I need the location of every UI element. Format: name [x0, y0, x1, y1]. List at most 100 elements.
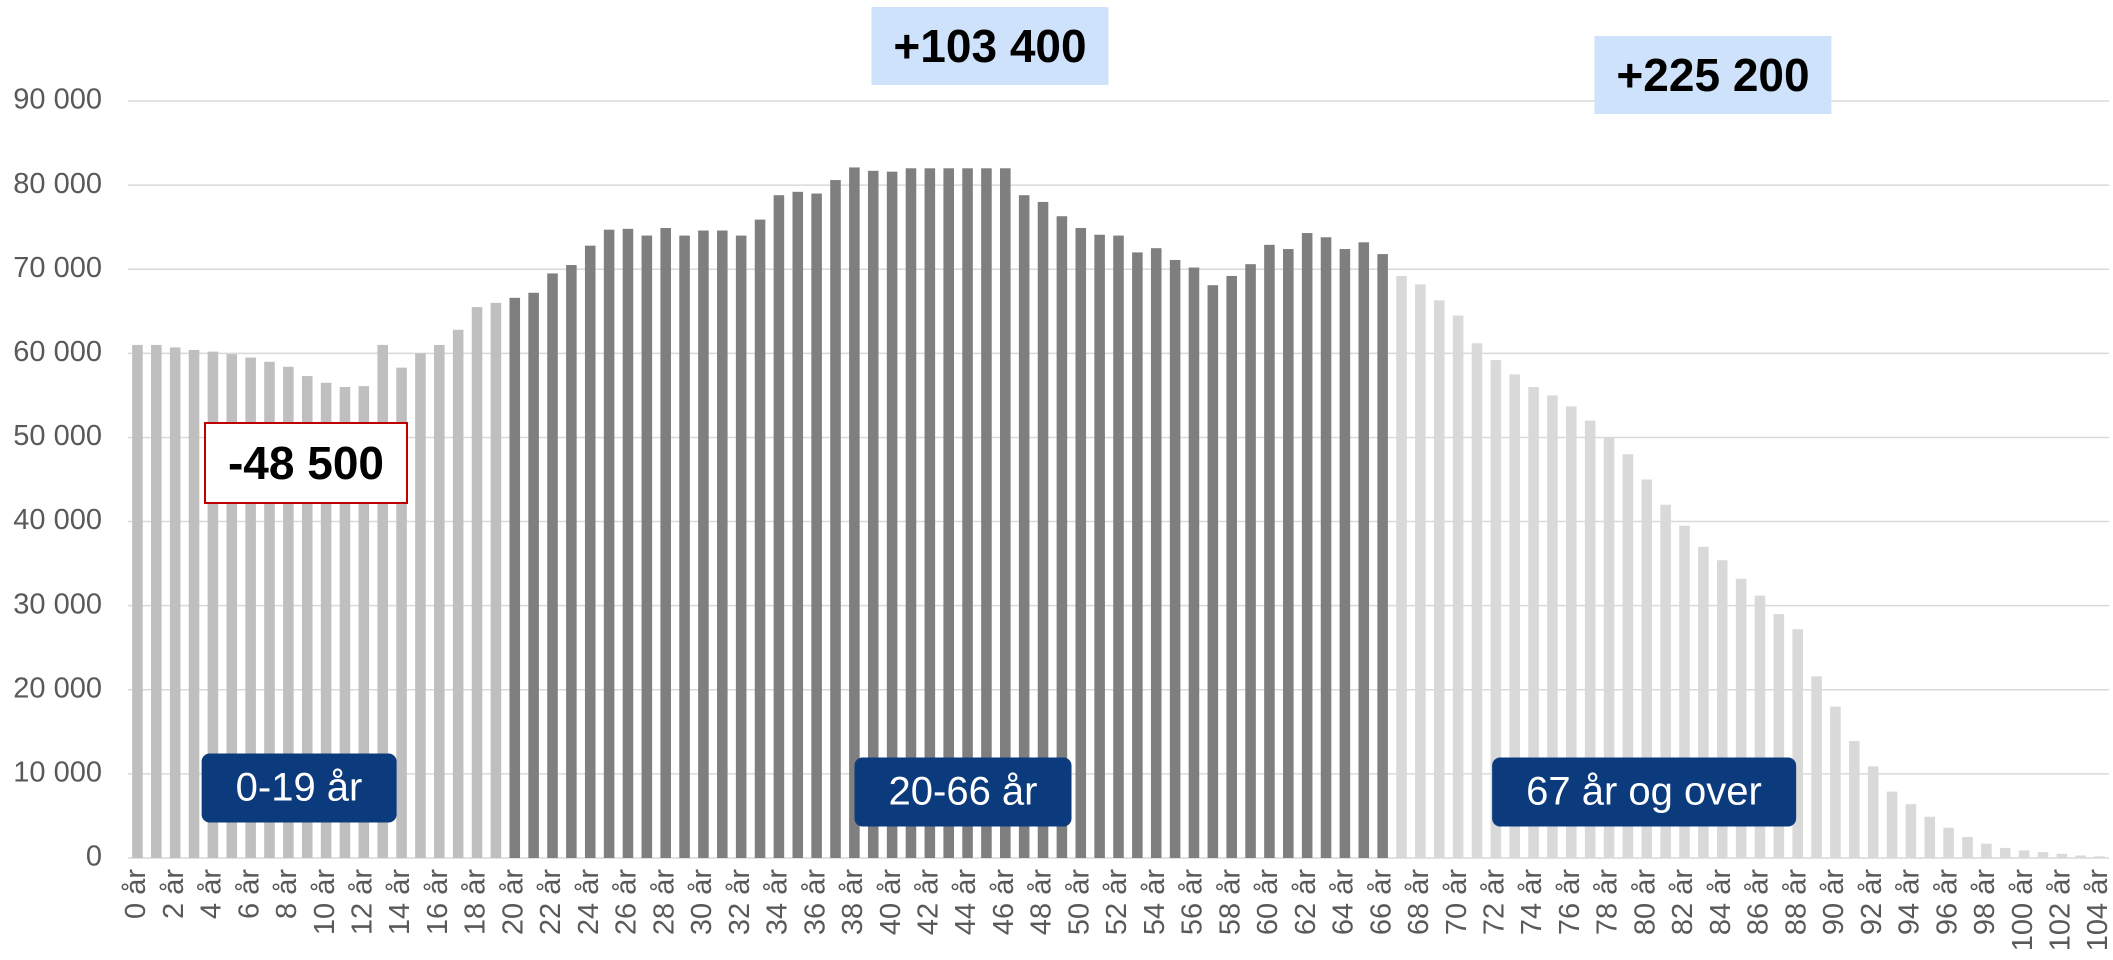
bar: [1169, 259, 1181, 859]
x-tick-label: 30 år: [686, 869, 718, 935]
y-tick-label: 60 000: [13, 336, 102, 368]
bar: [1207, 285, 1219, 858]
bar: [1641, 479, 1653, 858]
bar: [1886, 791, 1898, 858]
x-tick-label: 98 år: [1969, 869, 2001, 935]
bar: [981, 168, 992, 859]
bar: [1415, 284, 1426, 859]
bar: [1981, 843, 1992, 858]
x-tick-label: 8 år: [271, 869, 303, 919]
x-tick-label: 88 år: [1780, 869, 1812, 935]
bar: [830, 180, 841, 858]
bar: [1320, 237, 1332, 858]
bar: [1188, 267, 1200, 858]
bar: [1849, 741, 1860, 858]
x-tick-label: 26 år: [611, 869, 643, 935]
bar: [1264, 244, 1275, 858]
bar: [811, 193, 822, 858]
bar: [1528, 386, 1539, 858]
x-tick-label: 0 år: [120, 869, 152, 919]
bar: [1773, 614, 1785, 858]
x-tick-label: 16 år: [422, 869, 454, 935]
bar: [1075, 228, 1087, 858]
bar: [1377, 254, 1388, 859]
x-tick-label: 102 år: [2044, 869, 2076, 952]
bar: [566, 265, 577, 858]
x-tick-label: 66 år: [1365, 869, 1397, 935]
x-tick-label: 18 år: [460, 869, 492, 935]
bar: [1660, 504, 1671, 858]
bar: [1283, 249, 1294, 859]
x-tick-label: 92 år: [1856, 869, 1888, 935]
x-tick-label: 46 år: [988, 869, 1020, 935]
bar: [358, 386, 370, 858]
x-tick-label: 62 år: [1290, 869, 1322, 935]
x-tick-label: 20 år: [497, 869, 529, 935]
bar: [151, 344, 162, 858]
bar: [867, 170, 879, 858]
bar: [679, 235, 690, 859]
x-tick-label: 68 år: [1403, 869, 1435, 935]
x-tick-label: 48 år: [1026, 869, 1058, 935]
x-tick-label: 36 år: [799, 869, 831, 935]
bar: [1698, 546, 1709, 858]
bar: [717, 230, 728, 858]
bar: [226, 354, 238, 858]
bar: [1830, 706, 1841, 858]
bar: [2018, 850, 2030, 858]
bar: [943, 168, 954, 859]
bar: [415, 353, 426, 858]
bar: [1679, 525, 1690, 858]
bar: [2075, 855, 2086, 858]
bar: [301, 376, 313, 858]
x-tick-label: 74 år: [1516, 869, 1548, 935]
x-tick-label: 76 år: [1554, 869, 1586, 935]
x-tick-label: 72 år: [1478, 869, 1510, 935]
group-label: 67 år og over: [1492, 757, 1796, 827]
x-tick-label: 10 år: [309, 869, 341, 935]
bar: [1358, 242, 1370, 859]
bar: [1999, 847, 2011, 858]
bar: [1245, 264, 1256, 859]
bar: [452, 329, 464, 858]
bar: [377, 344, 388, 858]
group-label: 0-19 år: [201, 753, 397, 823]
x-tick-label: 42 år: [912, 869, 944, 935]
bar: [1547, 395, 1558, 858]
bar: [1716, 560, 1728, 858]
x-tick-label: 6 år: [233, 869, 265, 919]
x-tick-label: 40 år: [875, 869, 907, 935]
x-tick-label: 56 år: [1177, 869, 1209, 935]
bar: [283, 366, 294, 858]
x-tick-label: 82 år: [1667, 869, 1699, 935]
bar: [886, 171, 898, 859]
bar: [490, 302, 502, 858]
bar: [528, 292, 539, 859]
bar: [1226, 275, 1237, 858]
x-tick-label: 94 år: [1894, 869, 1926, 935]
x-tick-label: 100 år: [2007, 869, 2039, 952]
x-tick-label: 14 år: [384, 869, 416, 935]
bar: [735, 235, 747, 859]
bar: [2037, 852, 2049, 858]
bar: [584, 245, 596, 858]
bar: [698, 230, 709, 858]
x-tick-label: 84 år: [1705, 869, 1737, 935]
bar: [1566, 406, 1577, 858]
bar: [245, 357, 256, 858]
bar: [1301, 233, 1313, 858]
bar: [339, 386, 351, 858]
bar: [547, 273, 558, 859]
bar: [773, 195, 785, 858]
y-tick-label: 40 000: [13, 504, 102, 536]
x-tick-label: 4 år: [196, 869, 228, 919]
bar: [1037, 201, 1049, 858]
bar: [1735, 578, 1747, 858]
x-tick-label: 52 år: [1101, 869, 1133, 935]
y-tick-label: 90 000: [13, 84, 102, 116]
bar: [641, 235, 653, 859]
x-tick-label: 2 år: [158, 869, 190, 919]
bar: [849, 167, 860, 859]
bar: [169, 347, 181, 858]
